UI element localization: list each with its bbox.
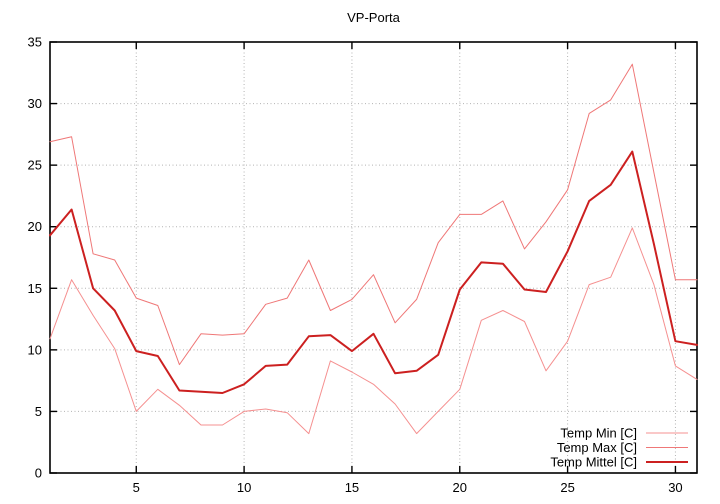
plot-border [49, 41, 698, 474]
y-tick-label-10: 10 [28, 342, 42, 357]
y-tick-label-20: 20 [28, 219, 42, 234]
legend-label-1: Temp Min [C] [560, 426, 637, 441]
y-tick-label-25: 25 [28, 158, 42, 173]
x-tick-label-20: 20 [453, 480, 467, 495]
y-tick-label-5: 5 [35, 404, 42, 419]
legend-label-3: Temp Mittel [C] [550, 455, 637, 470]
series-line-temp-max-c [49, 63, 698, 366]
x-tick-label-5: 5 [133, 480, 140, 495]
x-tick-label-25: 25 [560, 480, 574, 495]
x-tick-label-30: 30 [668, 480, 682, 495]
y-tick-label-35: 35 [28, 35, 42, 50]
x-tick-label-15: 15 [345, 480, 359, 495]
legend-label-2: Temp Max [C] [557, 440, 637, 455]
y-tick-label-0: 0 [35, 466, 42, 481]
chart-title: VP-Porta [347, 10, 400, 25]
series-line-temp-mittel-c [49, 150, 698, 394]
series-line-temp-min-c [49, 227, 698, 435]
y-tick-label-30: 30 [28, 96, 42, 111]
x-tick-label-10: 10 [237, 480, 251, 495]
y-tick-label-15: 15 [28, 281, 42, 296]
